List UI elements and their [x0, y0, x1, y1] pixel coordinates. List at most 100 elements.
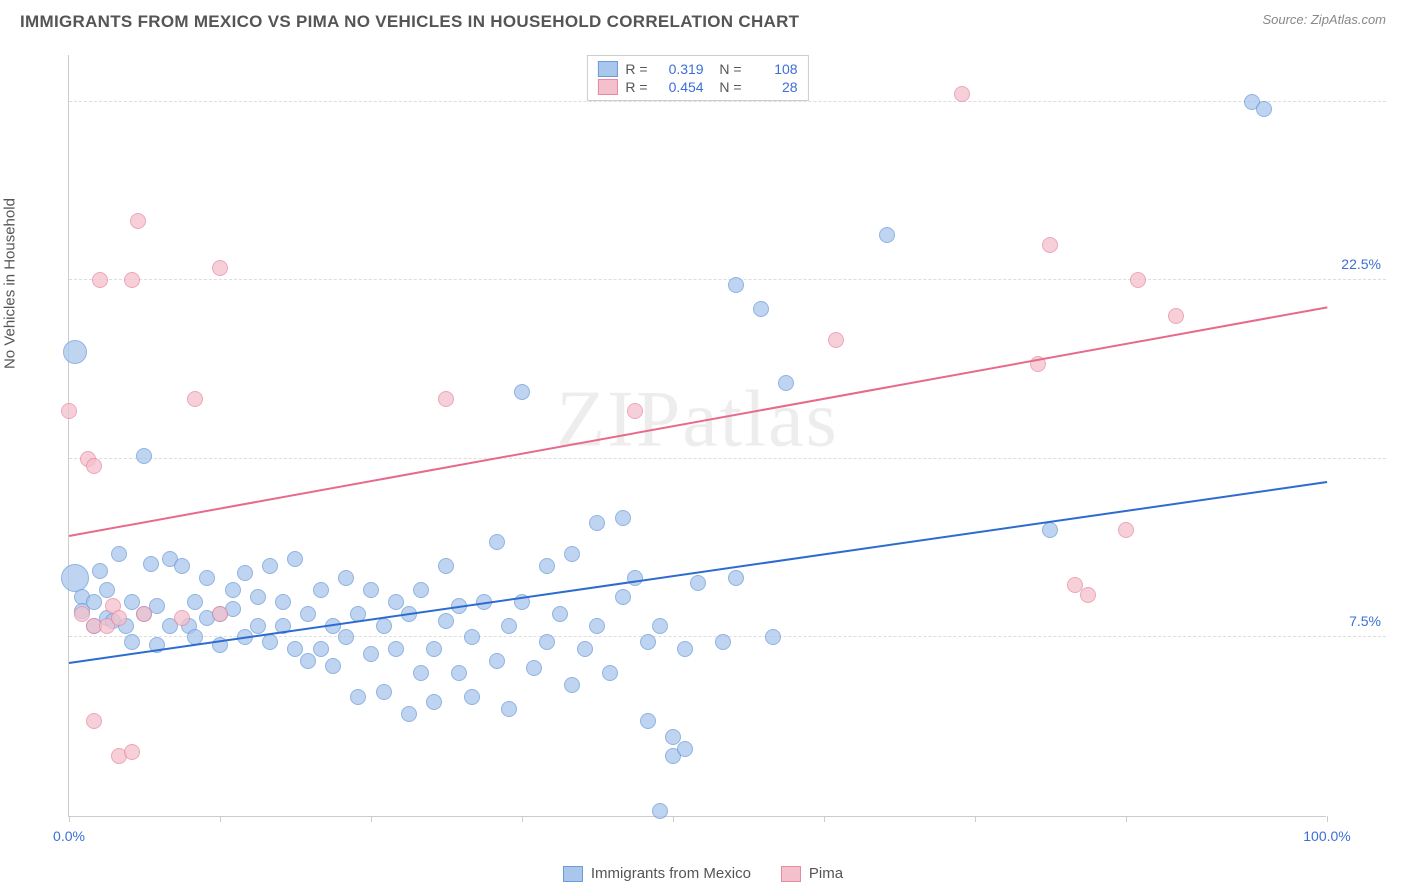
scatter-point [564, 677, 580, 693]
scatter-point [627, 403, 643, 419]
legend-r-label: R = [625, 61, 647, 77]
scatter-point [413, 582, 429, 598]
scatter-point [438, 613, 454, 629]
scatter-point [652, 618, 668, 634]
scatter-point [539, 558, 555, 574]
scatter-point [589, 515, 605, 531]
scatter-point [1080, 587, 1096, 603]
scatter-point [677, 641, 693, 657]
scatter-point [426, 641, 442, 657]
legend-r-label: R = [625, 79, 647, 95]
scatter-point [136, 448, 152, 464]
legend-swatch [781, 866, 801, 882]
scatter-point [665, 729, 681, 745]
scatter-point [640, 713, 656, 729]
scatter-point [124, 272, 140, 288]
scatter-point [363, 646, 379, 662]
scatter-point [300, 606, 316, 622]
legend-swatch [597, 61, 617, 77]
scatter-point [61, 403, 77, 419]
scatter-point [627, 570, 643, 586]
scatter-point [338, 570, 354, 586]
legend-r-value: 0.319 [656, 61, 704, 77]
x-tick-label: 0.0% [53, 828, 85, 844]
scatter-point [753, 301, 769, 317]
chart-title: IMMIGRANTS FROM MEXICO VS PIMA NO VEHICL… [20, 12, 799, 32]
scatter-point [501, 618, 517, 634]
scatter-point [1168, 308, 1184, 324]
x-tick [824, 816, 825, 822]
legend-label: Pima [809, 865, 843, 882]
scatter-point [262, 634, 278, 650]
scatter-point [677, 741, 693, 757]
scatter-point [174, 558, 190, 574]
scatter-point [275, 594, 291, 610]
scatter-point [879, 227, 895, 243]
scatter-point [111, 546, 127, 562]
scatter-point [715, 634, 731, 650]
scatter-point [187, 594, 203, 610]
scatter-point [225, 582, 241, 598]
scatter-point [438, 391, 454, 407]
scatter-point [552, 606, 568, 622]
scatter-point [526, 660, 542, 676]
scatter-point [313, 641, 329, 657]
scatter-point [728, 277, 744, 293]
scatter-point [99, 582, 115, 598]
scatter-point [514, 384, 530, 400]
scatter-point [136, 606, 152, 622]
scatter-point [130, 213, 146, 229]
scatter-point [464, 689, 480, 705]
legend-r-value: 0.454 [656, 79, 704, 95]
x-tick [522, 816, 523, 822]
scatter-point [828, 332, 844, 348]
scatter-point [1130, 272, 1146, 288]
scatter-point [690, 575, 706, 591]
scatter-point [615, 589, 631, 605]
scatter-point [287, 551, 303, 567]
scatter-point [615, 510, 631, 526]
scatter-point [376, 618, 392, 634]
scatter-point [438, 558, 454, 574]
scatter-point [313, 582, 329, 598]
scatter-point [86, 458, 102, 474]
y-tick-label: 7.5% [1349, 613, 1381, 629]
x-tick [1126, 816, 1127, 822]
gridline [69, 279, 1386, 280]
scatter-point [237, 565, 253, 581]
scatter-point [325, 658, 341, 674]
scatter-point [652, 803, 668, 819]
scatter-point [199, 570, 215, 586]
legend-n-value: 108 [750, 61, 798, 77]
legend-item: Pima [781, 865, 843, 882]
scatter-point [1118, 522, 1134, 538]
scatter-point [250, 618, 266, 634]
scatter-point [376, 684, 392, 700]
legend-n-label: N = [712, 61, 742, 77]
x-tick [673, 816, 674, 822]
scatter-point [174, 610, 190, 626]
scatter-point [564, 546, 580, 562]
scatter-point [187, 391, 203, 407]
scatter-point [413, 665, 429, 681]
x-tick [220, 816, 221, 822]
scatter-point [1256, 101, 1272, 117]
scatter-point [728, 570, 744, 586]
scatter-point [111, 610, 127, 626]
scatter-point [778, 375, 794, 391]
legend-n-value: 28 [750, 79, 798, 95]
chart-header: IMMIGRANTS FROM MEXICO VS PIMA NO VEHICL… [0, 0, 1406, 40]
x-tick-label: 100.0% [1303, 828, 1350, 844]
x-tick [371, 816, 372, 822]
legend-n-label: N = [712, 79, 742, 95]
trend-line [69, 307, 1327, 538]
scatter-point [212, 606, 228, 622]
scatter-point [124, 744, 140, 760]
scatter-point [489, 653, 505, 669]
scatter-point [63, 340, 87, 364]
x-tick [975, 816, 976, 822]
scatter-point [74, 606, 90, 622]
scatter-point [388, 594, 404, 610]
scatter-point [124, 594, 140, 610]
legend-row: R = 0.454 N = 28 [597, 78, 797, 96]
